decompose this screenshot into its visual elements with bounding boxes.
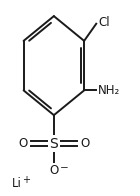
Text: S: S [50, 137, 58, 151]
Text: NH₂: NH₂ [98, 84, 120, 97]
Text: Cl: Cl [98, 16, 110, 29]
Text: O: O [80, 137, 90, 150]
Text: O: O [49, 164, 59, 177]
Text: +: + [22, 175, 30, 185]
Text: O: O [18, 137, 27, 150]
Text: Li: Li [12, 177, 22, 190]
Text: −: − [60, 162, 68, 172]
